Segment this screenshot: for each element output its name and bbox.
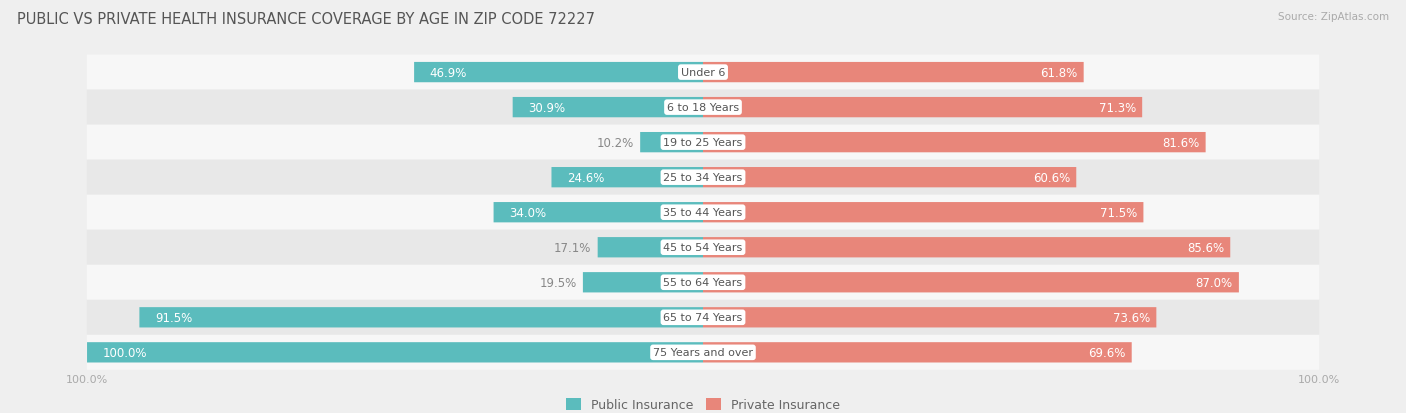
FancyBboxPatch shape <box>703 133 1205 153</box>
FancyBboxPatch shape <box>87 90 1319 125</box>
FancyBboxPatch shape <box>139 307 703 328</box>
FancyBboxPatch shape <box>703 168 1076 188</box>
Text: 85.6%: 85.6% <box>1187 241 1225 254</box>
FancyBboxPatch shape <box>703 63 1084 83</box>
FancyBboxPatch shape <box>415 63 703 83</box>
FancyBboxPatch shape <box>87 230 1319 265</box>
Text: 34.0%: 34.0% <box>509 206 546 219</box>
FancyBboxPatch shape <box>598 237 703 258</box>
FancyBboxPatch shape <box>703 273 1239 293</box>
Text: 46.9%: 46.9% <box>429 66 467 79</box>
FancyBboxPatch shape <box>87 160 1319 195</box>
FancyBboxPatch shape <box>87 265 1319 300</box>
Text: 30.9%: 30.9% <box>529 101 565 114</box>
Text: 71.3%: 71.3% <box>1098 101 1136 114</box>
Text: 35 to 44 Years: 35 to 44 Years <box>664 208 742 218</box>
Text: 91.5%: 91.5% <box>155 311 193 324</box>
FancyBboxPatch shape <box>87 55 1319 90</box>
Text: 60.6%: 60.6% <box>1033 171 1070 184</box>
FancyBboxPatch shape <box>87 342 703 363</box>
Text: 61.8%: 61.8% <box>1040 66 1077 79</box>
Text: 17.1%: 17.1% <box>554 241 592 254</box>
Text: 71.5%: 71.5% <box>1099 206 1137 219</box>
FancyBboxPatch shape <box>703 98 1142 118</box>
Text: 10.2%: 10.2% <box>596 136 634 149</box>
Text: 19 to 25 Years: 19 to 25 Years <box>664 138 742 148</box>
Text: 45 to 54 Years: 45 to 54 Years <box>664 243 742 253</box>
FancyBboxPatch shape <box>703 237 1230 258</box>
Text: 87.0%: 87.0% <box>1195 276 1233 289</box>
FancyBboxPatch shape <box>640 133 703 153</box>
FancyBboxPatch shape <box>87 335 1319 370</box>
Text: 69.6%: 69.6% <box>1088 346 1126 359</box>
Text: 81.6%: 81.6% <box>1163 136 1199 149</box>
Text: 24.6%: 24.6% <box>567 171 605 184</box>
Text: Under 6: Under 6 <box>681 68 725 78</box>
FancyBboxPatch shape <box>703 202 1143 223</box>
Text: Source: ZipAtlas.com: Source: ZipAtlas.com <box>1278 12 1389 22</box>
FancyBboxPatch shape <box>551 168 703 188</box>
FancyBboxPatch shape <box>513 98 703 118</box>
Text: 65 to 74 Years: 65 to 74 Years <box>664 313 742 323</box>
FancyBboxPatch shape <box>87 125 1319 160</box>
Text: 75 Years and over: 75 Years and over <box>652 347 754 358</box>
Text: 25 to 34 Years: 25 to 34 Years <box>664 173 742 183</box>
FancyBboxPatch shape <box>87 300 1319 335</box>
FancyBboxPatch shape <box>703 342 1132 363</box>
Text: 100.0%: 100.0% <box>103 346 148 359</box>
Text: 19.5%: 19.5% <box>540 276 576 289</box>
Text: 6 to 18 Years: 6 to 18 Years <box>666 103 740 113</box>
Text: PUBLIC VS PRIVATE HEALTH INSURANCE COVERAGE BY AGE IN ZIP CODE 72227: PUBLIC VS PRIVATE HEALTH INSURANCE COVER… <box>17 12 595 27</box>
FancyBboxPatch shape <box>87 195 1319 230</box>
Legend: Public Insurance, Private Insurance: Public Insurance, Private Insurance <box>561 394 845 413</box>
FancyBboxPatch shape <box>703 307 1156 328</box>
Text: 73.6%: 73.6% <box>1114 311 1150 324</box>
FancyBboxPatch shape <box>583 273 703 293</box>
Text: 55 to 64 Years: 55 to 64 Years <box>664 278 742 287</box>
FancyBboxPatch shape <box>494 202 703 223</box>
